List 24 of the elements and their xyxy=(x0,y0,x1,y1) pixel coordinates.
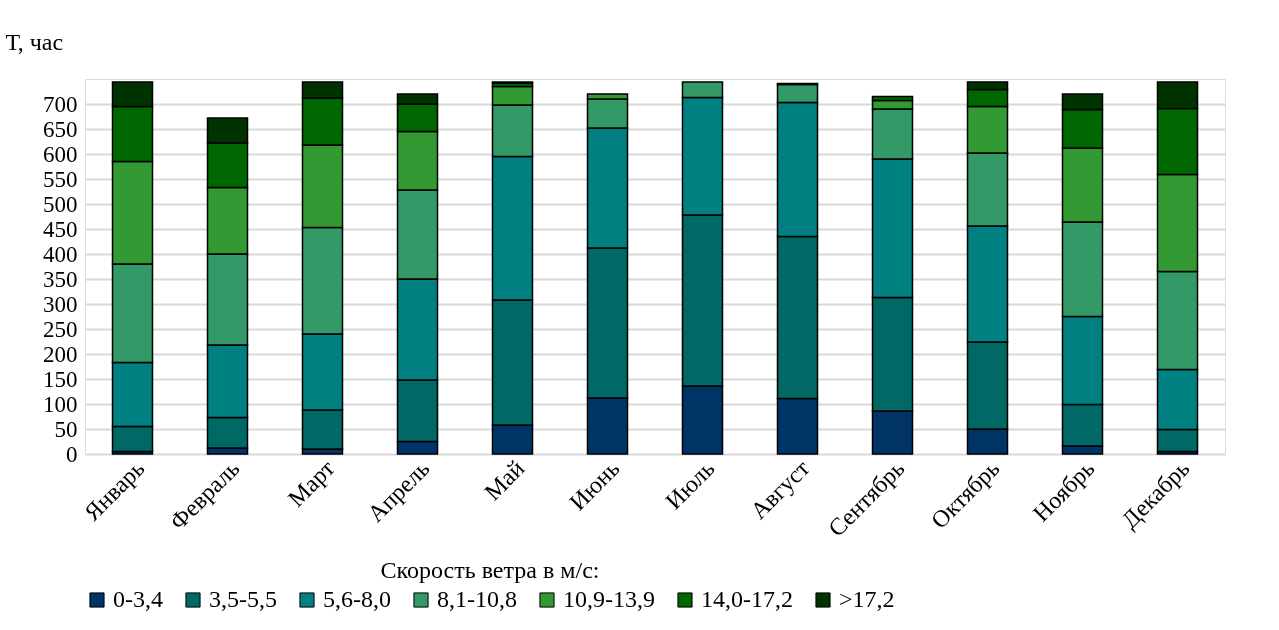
y-tick-label: 250 xyxy=(43,316,78,342)
legend-label: 14,0-17,2 xyxy=(701,586,793,612)
y-tick-label: 300 xyxy=(43,291,78,317)
legend-label: >17,2 xyxy=(839,586,895,612)
y-tick-label: 50 xyxy=(54,416,78,442)
y-tick-label: 650 xyxy=(43,116,78,142)
y-tick-label: 400 xyxy=(43,241,78,267)
legend-label: 10,9-13,9 xyxy=(563,586,655,612)
y-axis-title: Т, час xyxy=(5,28,64,55)
y-tick-label: 450 xyxy=(43,216,78,242)
legend-title: Скорость ветра в м/с: xyxy=(380,557,600,583)
y-tick-label: 200 xyxy=(43,341,78,367)
y-tick-label: 700 xyxy=(43,91,78,117)
legend-label: 3,5-5,5 xyxy=(209,586,277,612)
y-tick-label: 500 xyxy=(43,191,78,217)
legend-label: 8,1-10,8 xyxy=(437,586,517,612)
y-tick-label: 150 xyxy=(43,366,78,392)
y-tick-label: 0 xyxy=(66,441,78,467)
y-tick-label: 600 xyxy=(43,141,78,167)
legend-label: 0-3,4 xyxy=(113,586,163,612)
legend-label: 5,6-8,0 xyxy=(323,586,391,612)
y-tick-label: 100 xyxy=(43,391,78,417)
y-tick-label: 550 xyxy=(43,166,78,192)
y-tick-label: 350 xyxy=(43,266,78,292)
